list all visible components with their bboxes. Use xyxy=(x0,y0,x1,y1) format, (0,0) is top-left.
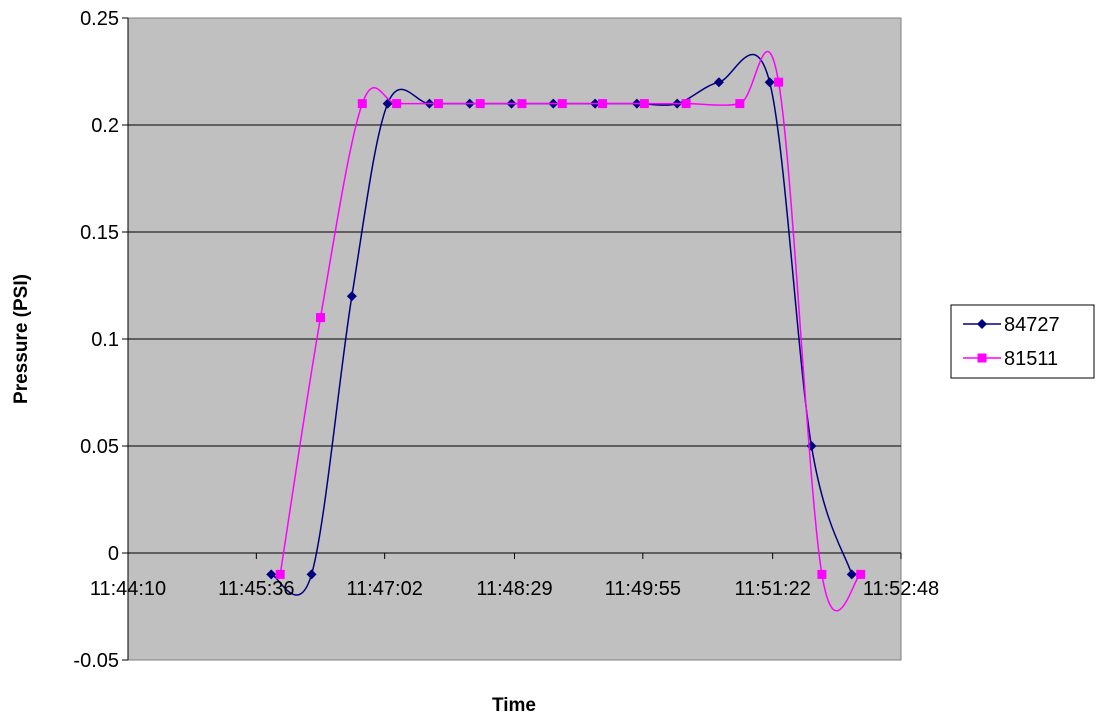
data-point-81511 xyxy=(735,99,745,109)
data-point-81511 xyxy=(681,99,691,109)
x-tick-label: 11:51:22 xyxy=(734,578,810,600)
data-point-84727 xyxy=(306,569,317,580)
data-point-84727 xyxy=(346,291,357,302)
x-tick-label: 11:48:29 xyxy=(476,578,552,600)
data-point-81511 xyxy=(774,77,784,87)
data-point-81511 xyxy=(275,569,285,579)
y-tick-label: 0.05 xyxy=(80,436,119,458)
legend-marker-81511 xyxy=(977,353,987,363)
data-point-81511 xyxy=(598,99,608,109)
data-point-81511 xyxy=(433,99,443,109)
legend-marker-84727 xyxy=(977,319,987,329)
y-axis-title: Pressure (PSI) xyxy=(11,274,32,404)
series-lines xyxy=(266,50,866,612)
x-tick-label: 11:52:48 xyxy=(863,578,939,600)
data-point-84727 xyxy=(713,77,724,88)
data-point-81511 xyxy=(392,99,402,109)
data-point-81511 xyxy=(639,99,649,109)
x-tick-label: 11:47:02 xyxy=(346,578,422,600)
y-tick-label: 0 xyxy=(108,543,119,565)
x-tick-label: 11:49:55 xyxy=(605,578,681,600)
x-tick-label: 11:44:10 xyxy=(90,578,166,600)
data-point-81511 xyxy=(817,569,827,579)
data-point-84727 xyxy=(846,569,857,580)
y-tick-label: 0.2 xyxy=(91,115,119,137)
data-point-84727 xyxy=(764,77,775,88)
data-point-81511 xyxy=(557,99,567,109)
x-tick-label: 11:45:36 xyxy=(218,578,294,600)
data-point-84727 xyxy=(266,569,277,580)
y-tick-label: 0.15 xyxy=(80,222,119,244)
y-tick-label: -0.05 xyxy=(73,650,119,672)
legend-label-81511: 81511 xyxy=(1004,348,1058,370)
data-point-81511 xyxy=(357,99,367,109)
axes xyxy=(122,17,902,661)
series-line-81511 xyxy=(279,50,862,612)
data-point-81511 xyxy=(856,569,866,579)
legend-label-84727: 84727 xyxy=(1004,314,1060,336)
data-point-81511 xyxy=(517,99,527,109)
data-point-81511 xyxy=(475,99,485,109)
y-tick-label: 0.1 xyxy=(91,329,119,351)
y-tick-label: 0.25 xyxy=(80,8,119,30)
tick-labels: -0.05 0 0.05 0.1 0.15 0.2 0.25 11:44:10 11:45:36… xyxy=(73,8,939,672)
legend: 84727 81511 xyxy=(950,304,1095,379)
data-point-81511 xyxy=(316,313,326,323)
x-axis-title: Time xyxy=(492,695,536,716)
legend-box xyxy=(950,304,1095,379)
